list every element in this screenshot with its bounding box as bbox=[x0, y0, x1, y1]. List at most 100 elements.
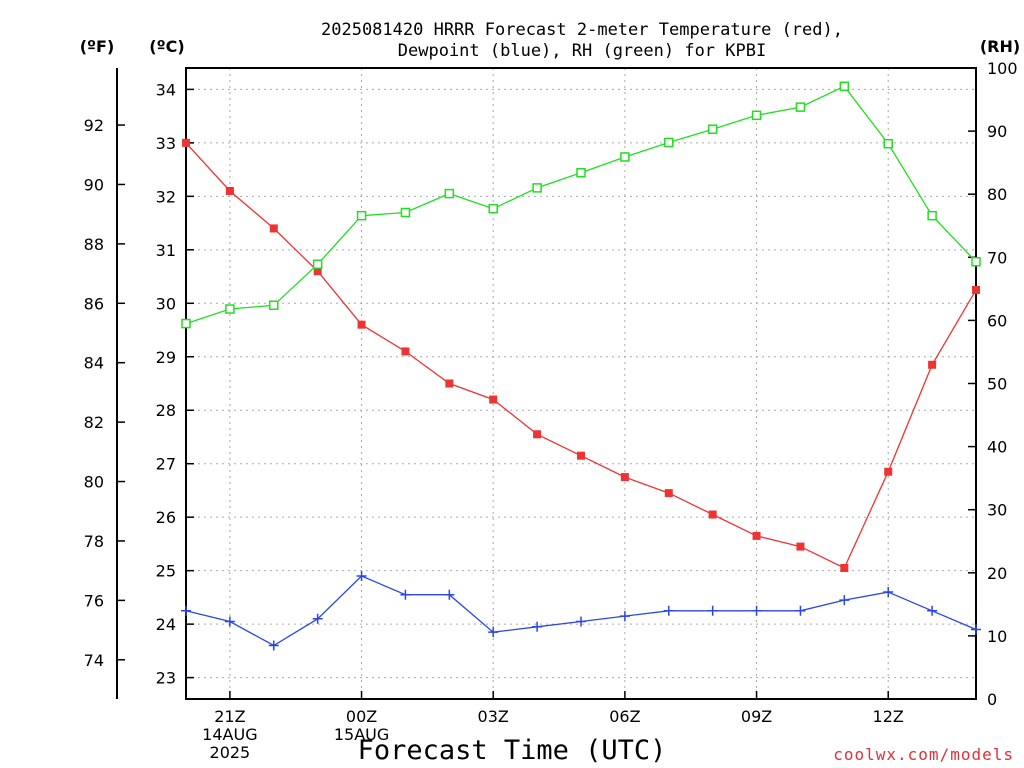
rh-tick-label: 20 bbox=[987, 564, 1007, 583]
rh-point bbox=[839, 81, 850, 92]
dewpoint-point bbox=[532, 621, 543, 632]
rh-point bbox=[927, 210, 937, 221]
rh-point bbox=[444, 188, 455, 199]
rh-tick-label: 40 bbox=[987, 438, 1007, 457]
fahrenheit-tick-label: 74 bbox=[84, 651, 104, 670]
temperature-point bbox=[577, 451, 585, 460]
dewpoint-point bbox=[312, 613, 323, 624]
dewpoint-point bbox=[927, 605, 938, 616]
temperature-point bbox=[313, 267, 322, 276]
temperature-point bbox=[533, 430, 542, 439]
temperature-point bbox=[182, 138, 190, 147]
rh-tick-label: 90 bbox=[987, 122, 1007, 141]
celsius-tick-label: 28 bbox=[156, 401, 176, 420]
temperature-point bbox=[445, 379, 454, 388]
celsius-unit-label: (ºC) bbox=[149, 37, 184, 56]
rh-tick-label: 60 bbox=[987, 311, 1007, 330]
dewpoint-point bbox=[795, 605, 806, 616]
celsius-tick-label: 23 bbox=[156, 669, 176, 688]
fahrenheit-tick-label: 86 bbox=[84, 294, 104, 313]
fahrenheit-tick-label: 88 bbox=[84, 235, 104, 254]
temperature-point bbox=[884, 467, 893, 476]
rh-tick-label: 70 bbox=[987, 248, 1007, 267]
temperature-point bbox=[752, 531, 761, 540]
dewpoint-point bbox=[576, 616, 586, 627]
temperature-point bbox=[357, 320, 366, 329]
fahrenheit-axis: 74 76 78 80 82 84 86 88 90 92 bbox=[84, 116, 125, 670]
rh-point bbox=[181, 318, 191, 329]
rh-tick-label: 50 bbox=[987, 375, 1007, 394]
rh-unit-label: (RH) bbox=[980, 37, 1020, 56]
celsius-tick-label: 27 bbox=[156, 455, 176, 474]
celsius-tick-label: 25 bbox=[156, 562, 176, 581]
rh-point bbox=[269, 300, 279, 311]
fahrenheit-tick-label: 90 bbox=[84, 175, 104, 194]
celsius-tick-label: 26 bbox=[156, 508, 176, 527]
time-tick-label: 00Z bbox=[346, 707, 377, 726]
fahrenheit-tick-label: 84 bbox=[84, 354, 104, 373]
fahrenheit-unit-label: (ºF) bbox=[80, 37, 115, 56]
temperature-point bbox=[269, 224, 278, 233]
temperature-point bbox=[620, 473, 629, 482]
dewpoint-point bbox=[751, 605, 762, 616]
temperature-point bbox=[708, 510, 717, 519]
rh-axis: 0 10 20 30 40 50 60 70 80 90 100 bbox=[968, 59, 1018, 709]
temperature-point bbox=[401, 347, 410, 356]
rh-tick-label: 100 bbox=[987, 59, 1018, 78]
chart-title-line-1: 2025081420 HRRR Forecast 2-meter Tempera… bbox=[321, 20, 843, 40]
celsius-tick-label: 33 bbox=[156, 134, 176, 153]
time-tick-label: 12Z bbox=[873, 707, 904, 726]
fahrenheit-tick-label: 76 bbox=[84, 591, 104, 610]
plot-frame bbox=[185, 67, 977, 700]
rh-point bbox=[356, 210, 367, 221]
rh-point bbox=[400, 207, 411, 218]
rh-point bbox=[225, 304, 235, 314]
time-tick-label: 03Z bbox=[478, 707, 509, 726]
credit-text: coolwx.com/models bbox=[833, 745, 1014, 764]
dewpoint-point bbox=[707, 605, 718, 616]
rh-point bbox=[312, 259, 323, 269]
dewpoint-point bbox=[268, 640, 279, 651]
celsius-tick-label: 34 bbox=[156, 80, 176, 99]
time-tick-label: 06Z bbox=[609, 707, 640, 726]
rh-tick-label: 80 bbox=[987, 185, 1007, 204]
rh-line bbox=[185, 85, 977, 325]
dewpoint-point bbox=[400, 589, 411, 600]
fahrenheit-tick-label: 80 bbox=[84, 473, 104, 492]
dewpoint-point bbox=[971, 624, 981, 635]
dewpoint-point bbox=[444, 589, 455, 600]
time-tick-label: 09Z bbox=[741, 707, 772, 726]
dewpoint-point bbox=[356, 571, 367, 582]
celsius-tick-label: 31 bbox=[156, 241, 176, 260]
dewpoint-point bbox=[619, 611, 630, 622]
rh-point bbox=[707, 124, 718, 134]
rh-point bbox=[532, 183, 542, 193]
x-axis-label: Forecast Time (UTC) bbox=[358, 735, 667, 766]
time-tick-label: 21Z bbox=[214, 707, 245, 726]
dewpoint-point bbox=[839, 595, 850, 606]
rh-point bbox=[971, 256, 981, 267]
temperature-point bbox=[664, 489, 673, 498]
dewpoint-line bbox=[185, 575, 977, 647]
time-tick-label: 15AUG bbox=[334, 725, 389, 744]
rh-point bbox=[795, 102, 806, 112]
time-tick-label: 2025 bbox=[210, 743, 251, 762]
celsius-tick-label: 32 bbox=[156, 187, 176, 206]
grid bbox=[186, 68, 976, 699]
rh-point bbox=[664, 137, 674, 148]
temperature-line bbox=[185, 142, 977, 569]
temperature-point bbox=[796, 542, 805, 551]
rh-point bbox=[751, 110, 762, 121]
rh-tick-label: 10 bbox=[987, 627, 1007, 646]
chart-title-line-2: Dewpoint (blue), RH (green) for KPBI bbox=[398, 41, 766, 61]
rh-point bbox=[488, 203, 498, 214]
celsius-tick-label: 29 bbox=[156, 348, 176, 367]
dewpoint-point bbox=[488, 627, 499, 638]
fahrenheit-tick-label: 92 bbox=[84, 116, 104, 135]
temperature-point bbox=[489, 395, 498, 404]
dewpoint-point bbox=[883, 587, 894, 598]
temperature-point bbox=[840, 563, 849, 572]
celsius-tick-label: 30 bbox=[156, 294, 176, 313]
